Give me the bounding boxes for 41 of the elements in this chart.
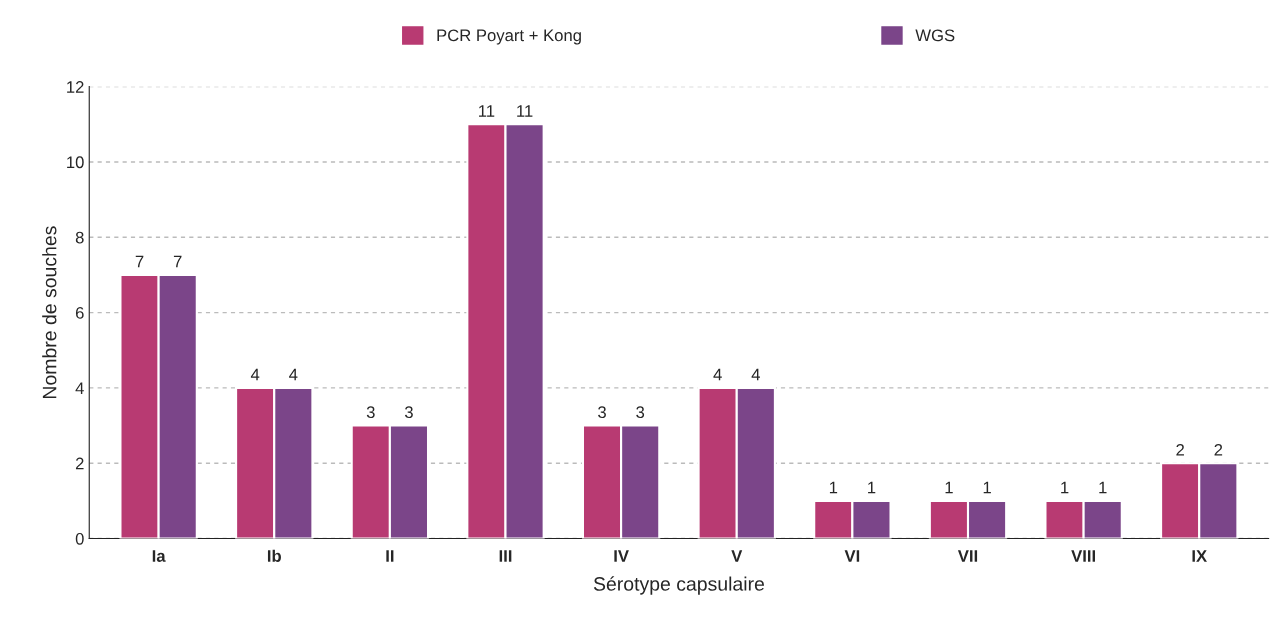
- x-tick-label: Ib: [267, 549, 281, 562]
- data-label: 3: [598, 406, 606, 419]
- data-label: 1: [829, 481, 838, 494]
- y-tick-label: 12: [67, 81, 84, 93]
- x-tick-label: II: [386, 550, 394, 562]
- x-tick-label: III: [499, 550, 512, 562]
- x-tick-label: VII: [957, 550, 978, 562]
- y-tick-label: 6: [75, 307, 84, 319]
- data-label: 4: [713, 368, 722, 381]
- data-label: 1: [1099, 481, 1107, 494]
- data-label: 11: [479, 105, 495, 117]
- legend-label: PCR Poyart + Kong: [437, 29, 581, 45]
- data-label: 1: [1061, 481, 1069, 494]
- x-tick-label: Ia: [152, 550, 166, 562]
- x-tick-label: V: [731, 550, 743, 562]
- legend-label: WGS: [915, 29, 955, 42]
- data-label: 3: [636, 406, 645, 419]
- data-label: 1: [868, 481, 876, 494]
- data-label: 11: [517, 105, 533, 117]
- x-tick-label: VI: [844, 550, 860, 562]
- x-tick-label: IX: [1192, 550, 1207, 562]
- data-label: 1: [983, 481, 991, 494]
- data-label: 7: [135, 255, 144, 268]
- x-axis-title: Sérotype capsulaire: [593, 576, 765, 595]
- x-tick-label: VIII: [1071, 550, 1096, 562]
- y-tick-label: 4: [75, 382, 84, 394]
- data-label: 1: [945, 481, 953, 494]
- y-tick-label: 2: [75, 457, 84, 470]
- data-label: 3: [366, 406, 375, 419]
- data-label: 4: [250, 368, 260, 381]
- x-tick-label: IV: [614, 550, 629, 562]
- data-label: 4: [751, 368, 760, 381]
- data-label: 4: [289, 368, 298, 381]
- y-tick-label: 8: [75, 231, 84, 244]
- data-label: 7: [173, 255, 182, 268]
- data-label: 2: [1214, 443, 1223, 456]
- data-label: 3: [404, 406, 413, 419]
- data-label: 2: [1176, 443, 1184, 456]
- y-tick-label: 0: [75, 532, 84, 545]
- y-tick-label: 10: [67, 156, 84, 169]
- y-axis-title: Nombre de souches: [42, 226, 57, 398]
